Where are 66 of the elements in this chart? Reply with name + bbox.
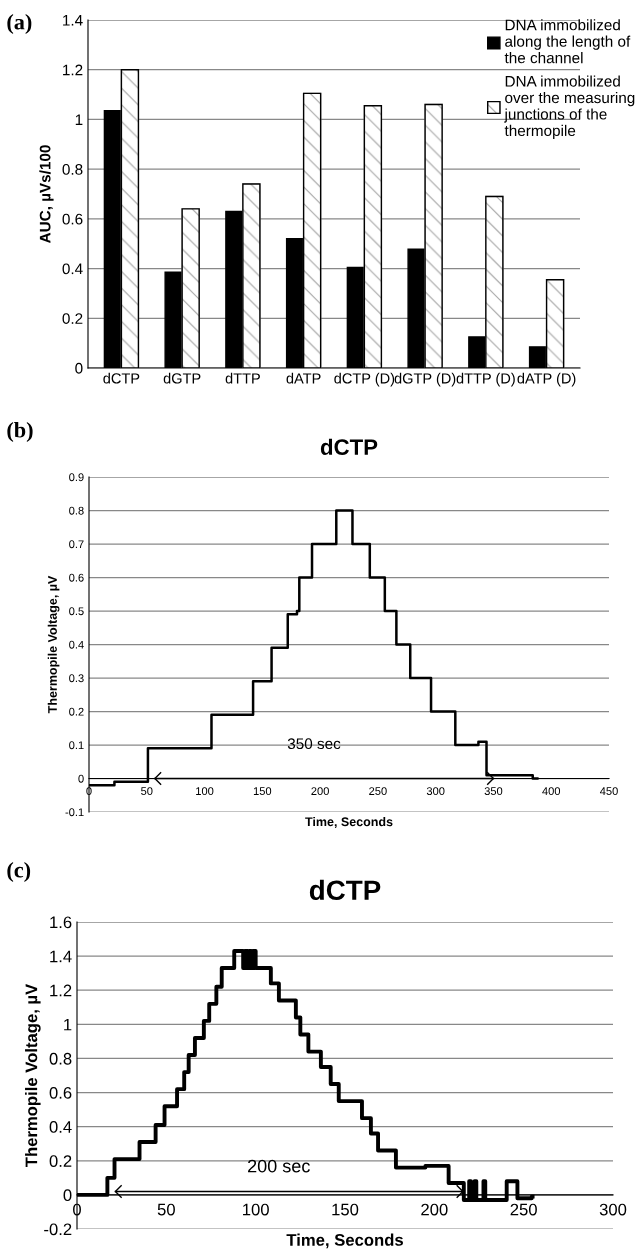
y-axis-title: Thermopile Voltage, µV	[25, 983, 41, 1168]
y-tick-label: 0.3	[69, 674, 84, 683]
x-tick-label: 200	[421, 1203, 448, 1216]
y-tick-label: 0.6	[69, 573, 84, 582]
y-tick-label: 0.4	[69, 640, 84, 649]
y-tick-label: 0.2	[69, 707, 84, 716]
y-tick-label: 0.2	[49, 1155, 72, 1167]
y-tick-label: 1.2	[63, 64, 83, 76]
y-tick-label: 0.1	[69, 741, 84, 750]
x-tick-label: dCTP	[103, 372, 140, 384]
y-tick-label: 0.8	[69, 506, 84, 515]
x-tick-label: 100	[196, 787, 214, 795]
legend-label: DNA immobilized along the length of the channel	[504, 19, 631, 64]
text: (c)	[7, 861, 31, 883]
y-tick-label: 0	[75, 362, 83, 374]
y-tick-label: 0.6	[62, 213, 83, 225]
x-tick-label: 450	[599, 787, 618, 795]
text: (b)	[7, 421, 33, 443]
y-tick-label: 1.2	[50, 984, 72, 997]
x-tick-label: 150	[332, 1203, 359, 1216]
y-tick-label: 0.7	[69, 540, 84, 549]
x-axis-title: Time, Seconds	[305, 817, 393, 829]
y-tick-label: 0.6	[49, 1086, 72, 1099]
y-axis-title: AUC, µVs/100	[39, 145, 54, 244]
y-tick-label: 1	[75, 114, 83, 125]
x-tick-label: 300	[599, 1203, 627, 1216]
x-tick-label: 150	[253, 787, 272, 795]
y-tick-label: 1.6	[50, 916, 72, 929]
y-axis-title: Thermopile Voltage, µV	[47, 575, 60, 714]
y-tick-label: 0	[78, 774, 84, 783]
y-tick-label: 1.4	[50, 950, 72, 963]
annotation: 200 sec	[248, 1159, 310, 1173]
x-tick-label: dGTP	[163, 372, 201, 384]
y-tick-label: 0.2	[62, 313, 83, 324]
y-tick-label: 0.5	[69, 607, 84, 616]
y-tick-label: -0.2	[44, 1223, 72, 1236]
x-tick-label: 50	[157, 1203, 175, 1216]
x-tick-label: dATP (D)	[517, 372, 576, 387]
annotation: 350 sec	[287, 738, 341, 750]
legend-label: DNA immobilized over the measuring junctions of the thermopile	[504, 75, 635, 140]
x-tick-label: 350	[484, 787, 503, 795]
y-tick-label: 0.8	[62, 164, 83, 175]
x-tick-label: dCTP (D)	[334, 372, 395, 387]
y-tick-label: 1	[64, 1018, 72, 1031]
y-tick-label: 0.4	[49, 1121, 72, 1133]
x-tick-label: dGTP (D)	[394, 372, 456, 387]
x-tick-label: dTTP (D)	[456, 372, 515, 387]
chart-title: dCTP	[309, 879, 381, 901]
text: (a)	[7, 13, 32, 35]
y-tick-label: -0.1	[65, 808, 84, 817]
y-tick-label: 0	[63, 1189, 72, 1202]
x-axis-title: Time, Seconds	[286, 1233, 403, 1249]
y-tick-label: 1.4	[63, 15, 83, 26]
x-tick-label: 250	[369, 787, 387, 795]
x-tick-label: 300	[426, 787, 445, 795]
y-tick-label: 0.9	[69, 473, 84, 482]
x-tick-label: 50	[141, 787, 153, 795]
y-tick-label: 0.8	[49, 1052, 72, 1065]
y-tick-label: 0.4	[62, 263, 83, 275]
chart-title: dCTP	[320, 438, 378, 455]
x-tick-label: 100	[243, 1203, 269, 1216]
x-tick-label: 400	[542, 787, 561, 795]
x-tick-label: dATP	[286, 372, 321, 384]
x-tick-label: dTTP	[225, 372, 260, 384]
x-tick-label: 250	[510, 1203, 537, 1216]
x-tick-label: 200	[311, 787, 329, 795]
